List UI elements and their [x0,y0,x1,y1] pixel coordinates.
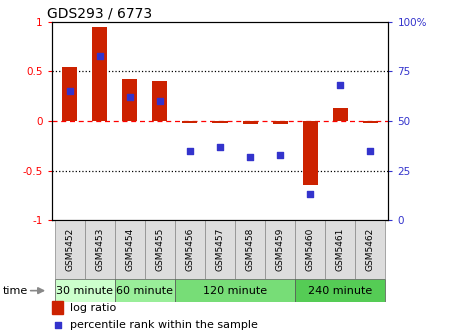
Text: GSM5453: GSM5453 [95,228,104,271]
Bar [295,279,385,302]
Text: GSM5460: GSM5460 [306,228,315,271]
Bar [205,220,235,279]
Point [186,148,194,154]
Text: GSM5462: GSM5462 [366,228,375,271]
Bar [303,121,318,185]
Text: percentile rank within the sample: percentile rank within the sample [70,320,258,330]
Point [337,83,344,88]
Text: GSM5461: GSM5461 [336,228,345,271]
Bar [122,79,137,121]
Point [277,152,284,157]
Bar [175,279,295,302]
Bar [182,121,198,123]
Bar [55,279,115,302]
Text: GSM5457: GSM5457 [216,228,224,271]
Bar [115,279,175,302]
Bar [115,220,145,279]
Bar [355,220,385,279]
Bar [92,27,107,121]
Bar [175,220,205,279]
Text: GSM5456: GSM5456 [185,228,194,271]
Bar [152,81,167,121]
Bar [212,121,228,123]
Bar [273,121,288,124]
Text: time: time [2,286,27,296]
Bar [295,220,325,279]
Point [307,192,314,197]
Point [156,98,163,104]
Text: 30 minute: 30 minute [56,286,113,296]
Bar [235,220,265,279]
Text: GSM5455: GSM5455 [155,228,164,271]
Bar [325,220,355,279]
Bar [62,68,77,121]
Bar [55,220,85,279]
Bar [242,121,258,124]
Point [126,94,133,100]
Point [54,323,61,328]
Point [216,144,224,150]
Bar [145,220,175,279]
Text: log ratio: log ratio [70,303,116,313]
Text: 120 minute: 120 minute [203,286,267,296]
Text: GSM5459: GSM5459 [276,228,285,271]
Bar [363,121,378,123]
Point [247,154,254,159]
Text: GSM5452: GSM5452 [65,228,74,271]
Text: GDS293 / 6773: GDS293 / 6773 [47,6,152,20]
Point [66,88,73,94]
Text: GSM5458: GSM5458 [246,228,255,271]
Point [96,53,103,58]
Bar [265,220,295,279]
Text: 240 minute: 240 minute [308,286,372,296]
Bar [85,220,115,279]
Bar [52,301,63,314]
Point [367,148,374,154]
Text: 60 minute: 60 minute [116,286,173,296]
Bar [333,108,348,121]
Text: GSM5454: GSM5454 [125,228,134,271]
